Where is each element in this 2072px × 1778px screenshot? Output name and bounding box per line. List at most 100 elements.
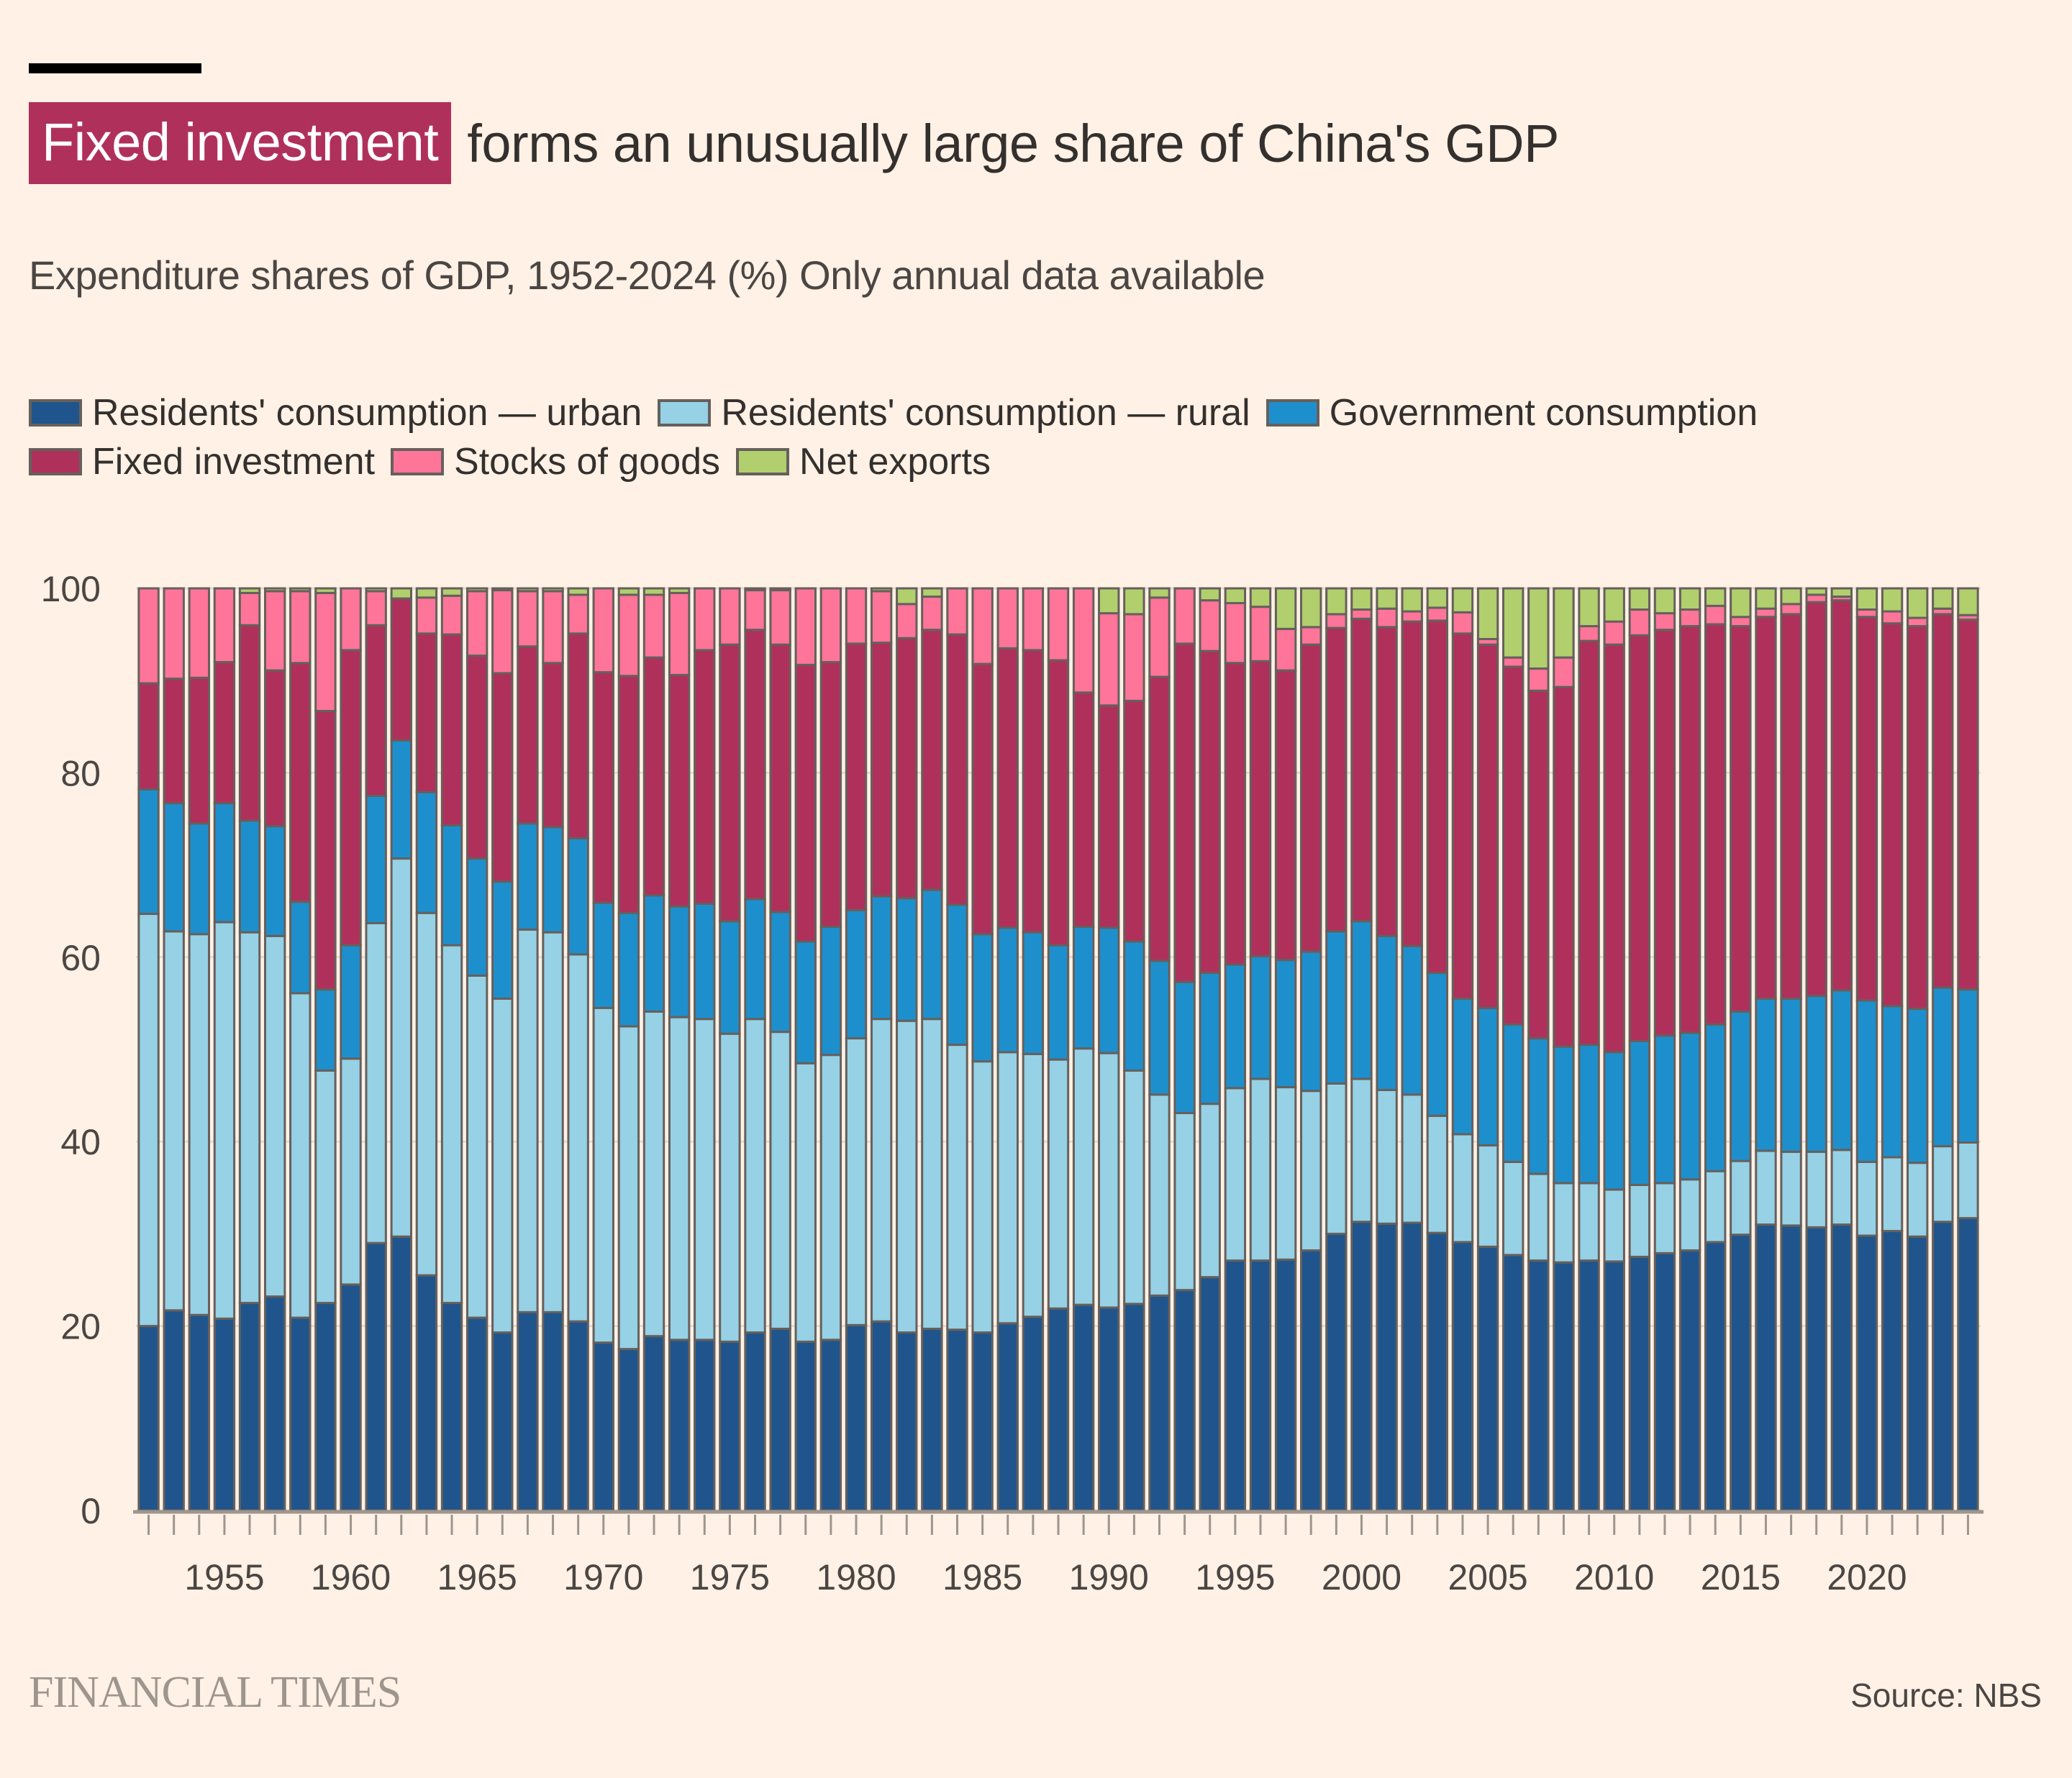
bar-segment-1967-2 <box>517 822 539 931</box>
bar-segment-1993-3 <box>1173 642 1196 983</box>
bar-segment-2012-1 <box>1653 1182 1676 1254</box>
bar-segment-2021-0 <box>1881 1230 1904 1512</box>
bar-segment-1999-4 <box>1325 613 1348 629</box>
bar-segment-2001-0 <box>1376 1222 1398 1512</box>
bar-segment-1986-4 <box>996 587 1019 649</box>
bar-segment-1995-2 <box>1224 963 1247 1090</box>
bar-segment-1965-1 <box>465 974 489 1319</box>
bar-segment-2013-5 <box>1678 587 1701 611</box>
bar-segment-2008-5 <box>1553 587 1575 659</box>
legend-swatch-government <box>1266 399 1319 427</box>
bar-1963 <box>415 587 438 1512</box>
bar-segment-1973-3 <box>668 674 691 908</box>
bar-1966 <box>491 587 514 1512</box>
y-tick-label: 40 <box>60 1122 101 1162</box>
bar-segment-1956-2 <box>238 819 261 934</box>
bar-segment-2000-4 <box>1350 608 1373 620</box>
bar-segment-2013-3 <box>1678 625 1701 1034</box>
bar-segment-1977-0 <box>769 1327 791 1512</box>
bar-segment-1964-0 <box>440 1302 463 1512</box>
bar-segment-2014-4 <box>1704 604 1727 626</box>
bar-segment-2009-0 <box>1578 1259 1600 1512</box>
bar-segment-1954-1 <box>188 933 211 1316</box>
bar-segment-1970-1 <box>592 1006 614 1344</box>
bar-1971 <box>617 587 640 1512</box>
bar-segment-1983-0 <box>921 1327 943 1512</box>
x-tick-label: 2020 <box>1827 1557 1907 1597</box>
bar-segment-1979-1 <box>819 1054 842 1341</box>
bar-segment-2011-5 <box>1628 587 1651 611</box>
bar-segment-1978-2 <box>794 940 817 1064</box>
bar-segment-1990-0 <box>1098 1306 1120 1512</box>
bar-segment-1958-2 <box>289 901 312 995</box>
bar-1962 <box>390 587 412 1512</box>
bar-segment-2007-0 <box>1527 1259 1550 1512</box>
bar-segment-1980-2 <box>845 908 868 1040</box>
bar-segment-2017-1 <box>1780 1150 1802 1227</box>
bar-segment-1997-3 <box>1274 669 1297 962</box>
bar-2009 <box>1578 587 1600 1512</box>
bar-segment-1996-2 <box>1249 955 1272 1080</box>
y-tick-label: 80 <box>60 753 101 793</box>
bar-segment-1971-4 <box>617 593 640 678</box>
bar-segment-2011-2 <box>1628 1039 1651 1186</box>
bar-segment-2008-3 <box>1553 685 1575 1048</box>
bar-segment-1985-1 <box>971 1060 994 1334</box>
bar-segment-2009-2 <box>1578 1044 1600 1185</box>
y-tick-label: 60 <box>60 938 101 978</box>
bar-segment-1987-0 <box>1022 1316 1045 1512</box>
bar-segment-1963-3 <box>415 632 438 793</box>
bar-segment-1958-5 <box>289 587 312 593</box>
bar-segment-2012-3 <box>1653 629 1676 1037</box>
bar-segment-1986-2 <box>996 926 1019 1054</box>
bar-2003 <box>1426 587 1449 1512</box>
bar-segment-1963-5 <box>415 587 438 599</box>
bar-segment-1961-0 <box>365 1241 387 1512</box>
bar-segment-1957-4 <box>263 590 286 672</box>
bar-segment-1956-1 <box>238 931 261 1305</box>
bar-segment-1988-1 <box>1047 1058 1070 1310</box>
bar-segment-2021-5 <box>1881 587 1904 613</box>
x-tick-label: 1965 <box>437 1557 517 1597</box>
bar-segment-1992-0 <box>1148 1294 1171 1512</box>
bar-segment-1965-3 <box>465 655 489 860</box>
bar-segment-1957-3 <box>263 669 286 828</box>
bar-segment-1953-4 <box>163 587 185 680</box>
bar-segment-1971-5 <box>617 587 640 596</box>
bar-1978 <box>794 587 817 1512</box>
bar-segment-2013-1 <box>1678 1178 1701 1252</box>
bar-segment-1971-3 <box>617 675 640 914</box>
bar-segment-2015-4 <box>1730 616 1752 628</box>
bar-segment-2000-5 <box>1350 587 1373 611</box>
bar-segment-1969-0 <box>567 1320 589 1512</box>
bar-segment-1967-3 <box>517 645 539 825</box>
bar-1954 <box>188 587 211 1512</box>
bar-segment-1999-5 <box>1325 587 1348 616</box>
bar-segment-1976-0 <box>744 1331 766 1512</box>
bar-segment-2004-4 <box>1451 611 1474 635</box>
y-tick-label: 0 <box>81 1491 101 1531</box>
bar-segment-1969-2 <box>567 836 589 956</box>
bar-segment-1997-4 <box>1274 627 1297 672</box>
bar-segment-2017-4 <box>1780 603 1802 616</box>
x-tick-label: 1980 <box>816 1557 896 1597</box>
bar-segment-1964-3 <box>440 633 463 826</box>
bar-segment-2008-0 <box>1553 1261 1575 1512</box>
bar-2019 <box>1830 587 1853 1512</box>
bar-segment-2010-0 <box>1603 1260 1625 1512</box>
bar-2013 <box>1678 587 1701 1512</box>
bar-segment-1982-0 <box>896 1331 918 1512</box>
bar-segment-1996-4 <box>1249 606 1272 662</box>
bar-segment-1989-1 <box>1072 1047 1095 1306</box>
bar-segment-1977-2 <box>769 911 791 1034</box>
bar-segment-1992-2 <box>1148 959 1171 1096</box>
bar-2000 <box>1350 587 1373 1512</box>
bar-1986 <box>996 587 1019 1512</box>
bar-segment-2020-5 <box>1855 587 1878 611</box>
bar-segment-1975-1 <box>719 1032 741 1343</box>
bar-segment-2000-2 <box>1350 920 1373 1080</box>
legend-item-urban: Residents' consumption — urban <box>29 391 642 434</box>
bar-segment-2005-0 <box>1476 1245 1499 1512</box>
bar-segment-1960-1 <box>340 1057 362 1286</box>
bar-segment-1955-0 <box>213 1317 236 1512</box>
